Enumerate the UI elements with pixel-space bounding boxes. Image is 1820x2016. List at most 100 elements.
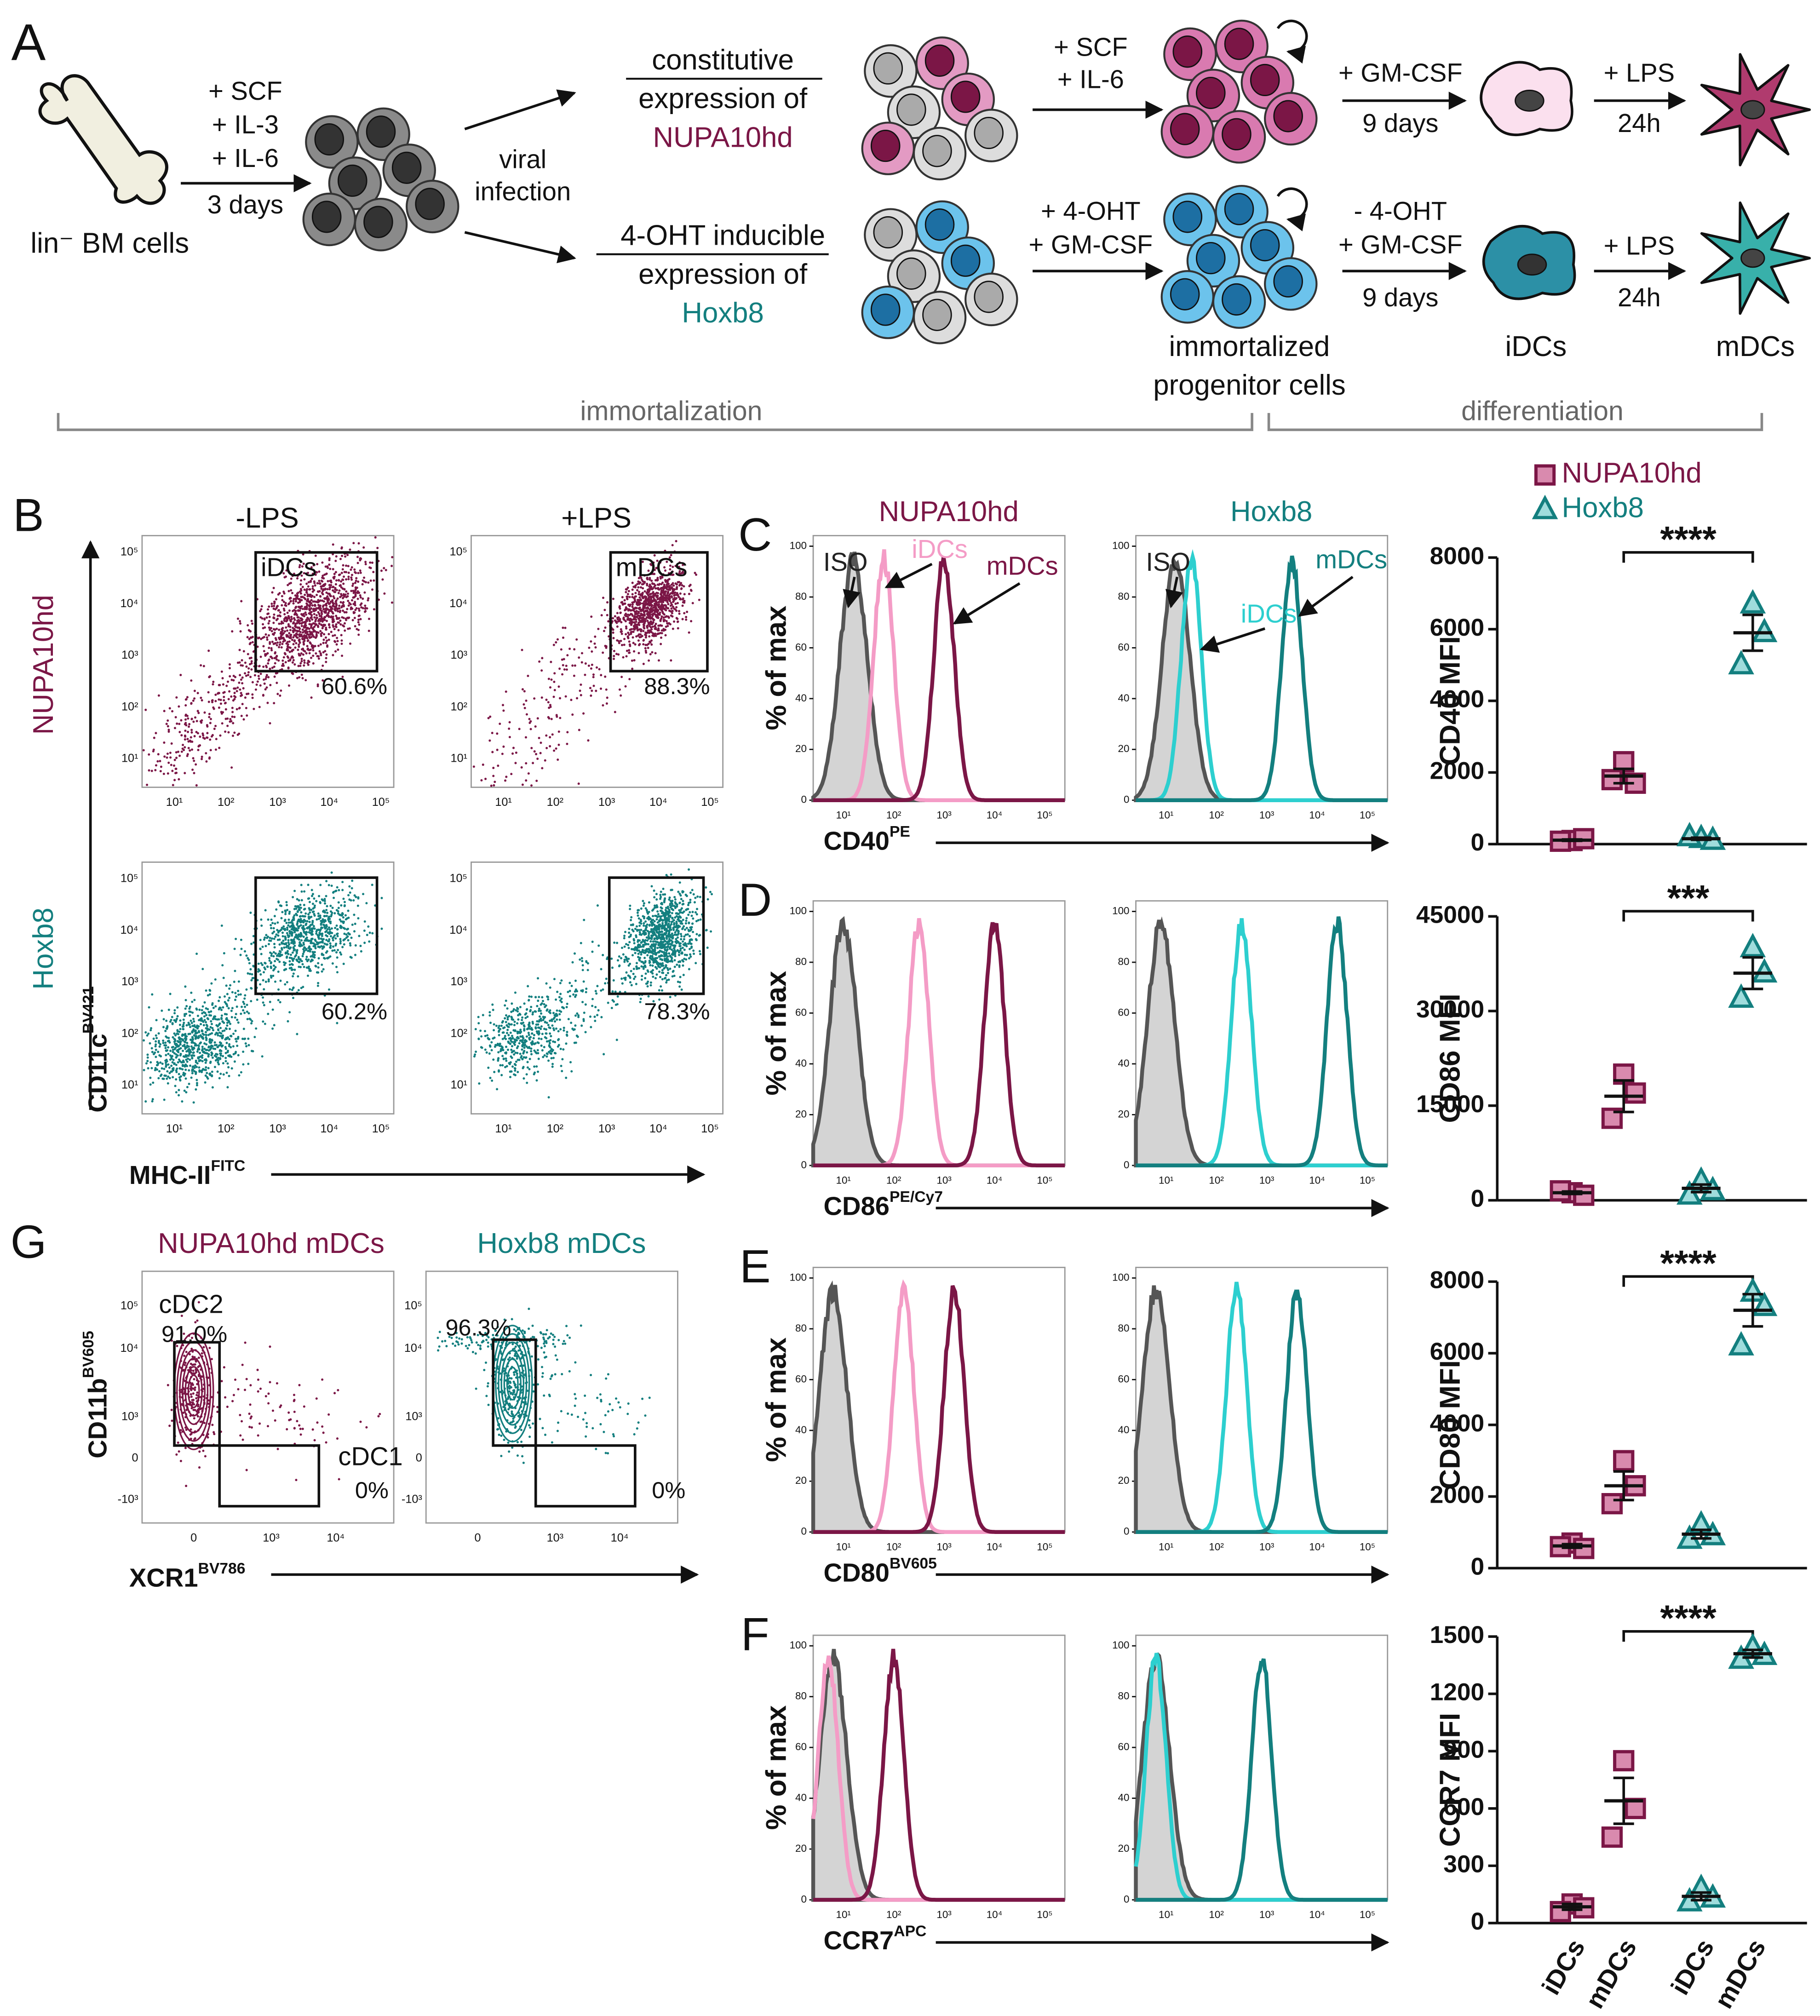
event-dot	[277, 901, 280, 904]
event-dot	[263, 617, 266, 620]
event-dot	[626, 595, 629, 598]
event-dot	[637, 652, 640, 655]
event-dot	[647, 607, 649, 610]
event-dot	[267, 622, 270, 625]
event-dot	[311, 921, 314, 924]
event-dot	[351, 879, 354, 882]
event-dot	[363, 591, 366, 594]
event-dot	[321, 933, 323, 936]
event-dot	[557, 743, 560, 746]
event-dot	[615, 653, 618, 655]
event-dot	[287, 584, 289, 586]
event-dot	[651, 614, 654, 617]
event-dot	[276, 658, 278, 661]
event-dot	[271, 922, 274, 925]
event-dot	[152, 748, 155, 751]
event-dot	[293, 573, 295, 575]
event-dot	[168, 1077, 171, 1080]
event-dot	[616, 618, 619, 620]
event-dot	[264, 678, 267, 680]
event-dot	[248, 663, 252, 666]
event-dot	[571, 664, 574, 667]
event-dot	[276, 693, 279, 695]
event-dot	[330, 871, 333, 874]
event-dot	[582, 1020, 585, 1022]
event-dot	[320, 919, 322, 922]
event-dot	[493, 1036, 496, 1039]
event-dot	[235, 1040, 238, 1043]
event-dot	[185, 1012, 188, 1015]
event-dot	[262, 627, 264, 630]
event-dot	[335, 951, 338, 954]
event-dot	[313, 580, 316, 583]
event-dot	[287, 615, 290, 618]
event-dot	[347, 894, 350, 896]
event-dot	[151, 993, 154, 996]
event-dot	[618, 642, 620, 644]
event-dot	[276, 959, 279, 961]
event-dot	[488, 1014, 491, 1017]
event-dot	[271, 932, 274, 935]
event-dot	[548, 1042, 551, 1045]
event-dot	[623, 618, 626, 621]
event-dot	[303, 965, 305, 968]
event-dot	[221, 1030, 224, 1033]
event-dot	[217, 1034, 219, 1037]
event-dot	[319, 928, 322, 931]
event-dot	[492, 767, 495, 770]
event-dot	[353, 611, 356, 614]
event-dot	[241, 676, 244, 679]
event-dot	[281, 662, 284, 665]
event-dot	[357, 897, 360, 900]
event-dot	[224, 730, 227, 733]
event-dot	[322, 619, 324, 622]
event-dot	[667, 607, 670, 610]
event-dot	[207, 1045, 210, 1048]
event-dot	[533, 750, 536, 753]
event-dot	[310, 937, 313, 940]
event-dot	[311, 634, 314, 637]
event-dot	[312, 662, 315, 665]
event-dot	[201, 1005, 204, 1008]
event-dot	[290, 939, 293, 942]
event-dot	[259, 973, 262, 976]
event-dot	[155, 732, 157, 735]
event-dot	[225, 1018, 228, 1021]
event-dot	[501, 1046, 504, 1049]
label: Hoxb8	[28, 907, 59, 989]
event-dot	[315, 932, 318, 935]
event-dot	[223, 1022, 225, 1024]
event-dot	[341, 555, 344, 557]
event-dot	[239, 630, 242, 633]
event-dot	[255, 1027, 258, 1030]
event-dot	[285, 901, 288, 903]
event-dot	[299, 945, 302, 948]
event-dot	[189, 1005, 191, 1008]
event-dot	[525, 1035, 528, 1038]
event-dot	[191, 1048, 194, 1051]
event-dot	[212, 683, 214, 686]
event-dot	[649, 563, 652, 566]
event-dot	[308, 969, 311, 972]
event-dot	[319, 630, 322, 632]
event-dot	[523, 1029, 526, 1032]
event-dot	[688, 585, 691, 587]
event-dot	[325, 642, 327, 644]
event-dot	[539, 1010, 542, 1012]
event-dot	[310, 656, 313, 659]
event-dot	[184, 714, 187, 717]
event-dot	[266, 613, 269, 615]
event-dot	[272, 621, 275, 624]
event-dot	[501, 704, 505, 706]
event-dot	[302, 942, 305, 944]
event-dot	[323, 900, 326, 902]
event-dot	[613, 655, 615, 657]
event-dot	[364, 604, 367, 607]
event-dot	[582, 712, 585, 715]
event-dot	[359, 559, 362, 562]
event-dot	[174, 1085, 177, 1087]
event-dot	[321, 935, 323, 937]
event-dot	[550, 1057, 553, 1060]
event-dot	[626, 618, 629, 621]
event-dot	[288, 963, 291, 966]
